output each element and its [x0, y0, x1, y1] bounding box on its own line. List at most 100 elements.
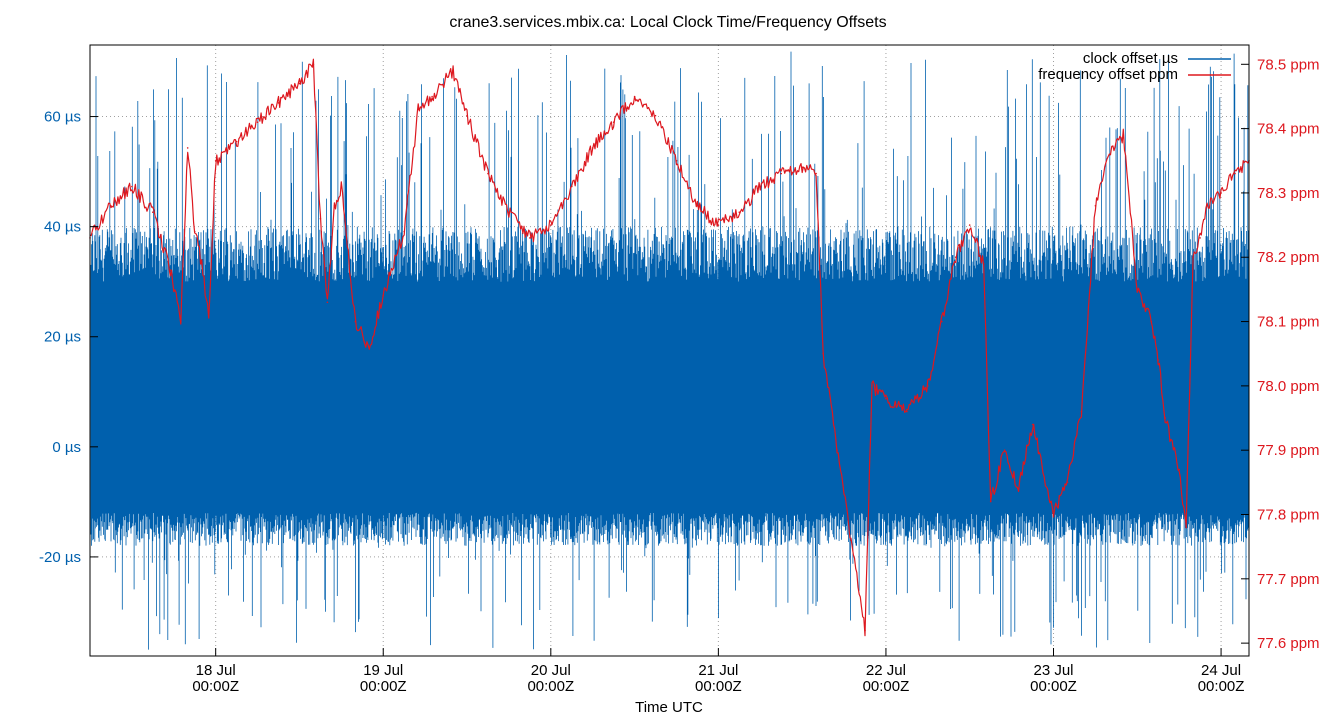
x-tick-label-date: 19 Jul — [363, 662, 403, 679]
frequency-offset-point — [193, 230, 196, 233]
plot-frame — [89, 44, 1250, 657]
frequency-offset-point — [1192, 256, 1194, 259]
frequency-offset-point — [612, 121, 615, 123]
right-y-axis: 77.6 ppm 77.7 ppm 77.8 ppm 77.9 ppm 78.0 ppm… — [1241, 56, 1320, 652]
frequency-offset-point — [836, 449, 838, 452]
frequency-offset-point — [871, 385, 873, 387]
x-tick-label-date: 21 Jul — [698, 662, 738, 679]
frequency-offset-point — [110, 205, 112, 207]
frequency-offset-point — [864, 629, 866, 632]
frequency-offset-point — [1003, 449, 1006, 452]
frequency-offset-point — [1122, 134, 1125, 136]
frequency-offset-point — [815, 172, 817, 175]
frequency-offset-point — [968, 224, 971, 226]
left-y-axis: -20 µs 0 µs 20 µs 40 µs 60 µs — [39, 109, 98, 566]
frequency-offset-point — [1066, 481, 1069, 484]
frequency-offset-point — [906, 410, 908, 413]
frequency-offset-point — [1220, 192, 1222, 194]
frequency-offset-point — [508, 211, 510, 213]
legend-label-frequency-offset: frequency offset ppm — [1038, 66, 1178, 83]
frequency-offset-point — [1017, 488, 1020, 490]
left-tick-label: 40 µs — [44, 219, 81, 236]
frequency-offset-point — [633, 95, 636, 98]
right-tick-label: 77.8 ppm — [1257, 507, 1320, 524]
frequency-offset-line — [89, 58, 1250, 637]
left-tick-label: 60 µs — [44, 109, 81, 126]
frequency-offset-point — [487, 172, 489, 175]
x-tick-label-date: 24 Jul — [1201, 662, 1241, 679]
left-tick-label: -20 µs — [39, 549, 81, 566]
frequency-offset-point — [885, 397, 887, 400]
frequency-offset-point — [1031, 423, 1034, 426]
legend-label-clock-offset: clock offset µs — [1083, 50, 1178, 67]
clock-offset-series — [90, 51, 1250, 650]
right-tick-label: 78.3 ppm — [1257, 185, 1320, 202]
frequency-offset-point — [319, 217, 322, 220]
frequency-offset-point — [207, 314, 210, 316]
frequency-offset-point — [326, 301, 329, 304]
left-tick-label: 0 µs — [52, 439, 81, 456]
frequency-offset-point — [354, 320, 357, 323]
frequency-offset-point — [131, 185, 133, 188]
legend: clock offset µs frequency offset ppm — [1038, 50, 1231, 83]
right-tick-label: 78.0 ppm — [1257, 378, 1320, 395]
frequency-offset-point — [1199, 237, 1201, 239]
chart-title: crane3.services.mbix.ca: Local Clock Tim… — [449, 14, 886, 31]
x-tick-label-date: 18 Jul — [196, 662, 236, 679]
frequency-offset-point — [989, 500, 992, 503]
frequency-offset-point — [717, 224, 720, 226]
frequency-offset-point — [452, 69, 454, 72]
frequency-offset-point — [1178, 468, 1180, 471]
frequency-offset-point — [696, 205, 699, 207]
frequency-offset-point — [256, 121, 259, 123]
frequency-offset-point — [1080, 410, 1083, 413]
x-tick-label-time: 00:00Z — [192, 678, 239, 695]
frequency-offset-point — [927, 385, 929, 387]
frequency-offset-point — [214, 160, 217, 162]
frequency-offset-point — [277, 102, 280, 104]
frequency-offset-point — [403, 230, 406, 233]
frequency-offset-point — [1136, 288, 1139, 291]
frequency-offset-point — [169, 269, 172, 271]
x-tick-label-date: 22 Jul — [866, 662, 906, 679]
frequency-offset-point — [340, 185, 343, 188]
frequency-offset-point — [180, 320, 182, 323]
frequency-offset-point — [591, 147, 594, 149]
frequency-offset-point — [571, 185, 573, 188]
right-tick-label: 77.6 ppm — [1257, 635, 1320, 652]
frequency-offset-point — [738, 211, 741, 213]
frequency-offset-point — [529, 237, 531, 239]
frequency-offset-point — [1108, 153, 1111, 156]
frequency-offset-point — [780, 172, 782, 175]
x-tick-label-time: 00:00Z — [527, 678, 574, 695]
right-tick-label: 78.1 ppm — [1257, 314, 1320, 331]
frequency-offset-point — [1150, 320, 1153, 323]
frequency-offset-point — [186, 147, 189, 149]
x-tick-label-date: 23 Jul — [1033, 662, 1073, 679]
frequency-offset-point — [333, 205, 336, 207]
frequency-offset-point — [235, 140, 238, 143]
frequency-offset-point — [654, 114, 657, 117]
frequency-offset-point — [382, 295, 385, 297]
frequency-offset-point — [431, 95, 433, 98]
right-tick-label: 78.4 ppm — [1257, 121, 1320, 138]
x-tick-label-time: 00:00Z — [695, 678, 742, 695]
x-tick-label-time: 00:00Z — [1030, 678, 1077, 695]
frequency-offset-point — [801, 166, 803, 168]
x-axis-label: Time UTC — [635, 699, 703, 716]
frequency-offset-point — [152, 211, 154, 213]
right-tick-label: 77.7 ppm — [1257, 571, 1320, 588]
clock-offset-core — [91, 303, 1248, 497]
frequency-offset-point — [298, 82, 301, 85]
frequency-offset-point — [466, 114, 468, 117]
right-tick-label: 78.2 ppm — [1257, 249, 1320, 266]
x-tick-label-time: 00:00Z — [360, 678, 407, 695]
x-tick-label-time: 00:00Z — [1198, 678, 1245, 695]
frequency-offset-point — [1052, 513, 1055, 516]
frequency-offset-point — [850, 539, 852, 541]
frequency-offset-point — [822, 352, 824, 355]
frequency-offset-point — [1206, 205, 1208, 207]
x-tick-label-time: 00:00Z — [863, 678, 910, 695]
